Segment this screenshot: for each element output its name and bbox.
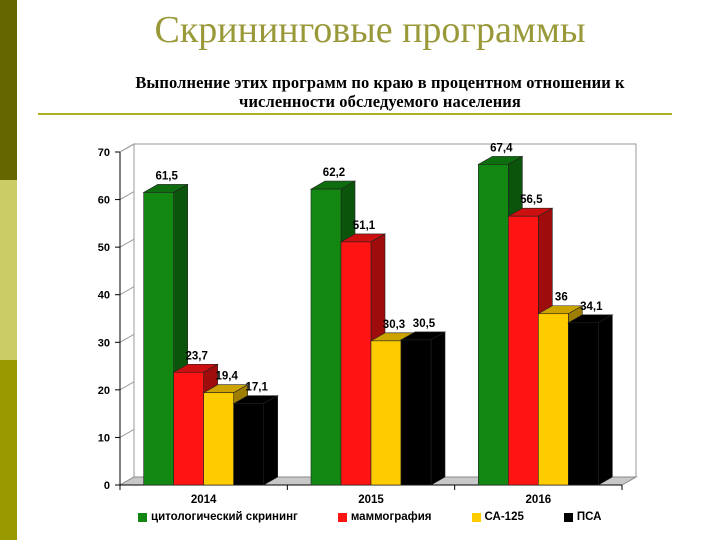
y-tick-label: 30 — [98, 337, 110, 349]
bar — [508, 215, 539, 486]
y-tick-label: 70 — [98, 147, 110, 159]
legend-item: маммография — [337, 511, 432, 523]
bar — [143, 192, 174, 486]
data-label: 51,1 — [353, 220, 376, 232]
y-grid-stub — [119, 191, 135, 201]
legend-item: ПСА — [563, 511, 602, 523]
bar — [310, 188, 342, 486]
bar — [538, 313, 569, 486]
side-stripe-top — [0, 0, 17, 180]
legend-swatch — [337, 512, 347, 522]
data-label: 56,5 — [520, 194, 543, 206]
y-grid-stub — [119, 381, 135, 391]
subtitle-line-2: численности обследуемого населения — [239, 92, 521, 111]
y-tick-label: 20 — [98, 385, 110, 397]
x-tick-label: 2016 — [526, 494, 552, 506]
legend-label: ПСА — [576, 511, 602, 523]
data-label: 34,1 — [580, 301, 603, 313]
y-grid-stub — [119, 238, 135, 248]
legend-swatch — [138, 512, 147, 522]
bar — [233, 403, 264, 486]
y-tick-label: 0 — [104, 480, 110, 492]
legend-label: СА-125 — [484, 511, 524, 523]
side-stripe-middle — [0, 180, 17, 360]
slide-title: Скрининговые программы — [154, 9, 586, 51]
slide-subtitle: Выполнение этих программ по краю в проце… — [40, 73, 720, 111]
data-label: 17,1 — [245, 382, 268, 394]
data-label: 30,5 — [413, 318, 436, 330]
bar — [340, 241, 372, 486]
bar-side — [430, 331, 446, 486]
data-label: 67,4 — [490, 142, 513, 154]
y-grid-stub — [119, 286, 135, 296]
legend-item: цитологический скрининг — [138, 511, 298, 523]
legend-item: СА-125 — [471, 511, 524, 523]
legend-swatch — [471, 512, 481, 522]
bar-side — [598, 314, 613, 486]
y-tick-label: 60 — [98, 195, 110, 207]
y-grid-stub — [119, 143, 135, 153]
title-rule — [38, 113, 672, 115]
legend-label: маммография — [350, 511, 432, 523]
y-grid-stub — [119, 476, 135, 486]
data-label: 61,5 — [155, 170, 178, 182]
bar — [173, 371, 204, 486]
bar — [478, 164, 509, 486]
y-grid-stub — [119, 428, 135, 438]
legend-swatch — [563, 512, 573, 522]
data-label: 30,3 — [383, 319, 405, 331]
y-grid-stub — [119, 333, 135, 343]
chart-legend: цитологический скрининг маммография СА-1… — [138, 510, 641, 524]
data-label: 19,4 — [215, 371, 238, 383]
bar — [370, 340, 402, 486]
bar-side — [263, 395, 278, 486]
bar — [568, 322, 599, 486]
x-tick-label: 2015 — [358, 494, 384, 506]
subtitle-line-1: Выполнение этих программ по краю в проце… — [135, 73, 625, 92]
x-tick-label: 2014 — [191, 494, 217, 506]
y-tick-label: 40 — [98, 290, 110, 302]
bar — [203, 392, 234, 486]
data-label: 36 — [555, 292, 568, 304]
y-tick-label: 10 — [98, 432, 110, 444]
data-label: 23,7 — [185, 350, 207, 362]
data-label: 62,2 — [323, 167, 345, 179]
side-stripe-bottom — [0, 360, 17, 540]
legend-label: цитологический скрининг — [151, 511, 298, 523]
bar — [400, 339, 432, 486]
y-tick-label: 50 — [98, 242, 110, 254]
